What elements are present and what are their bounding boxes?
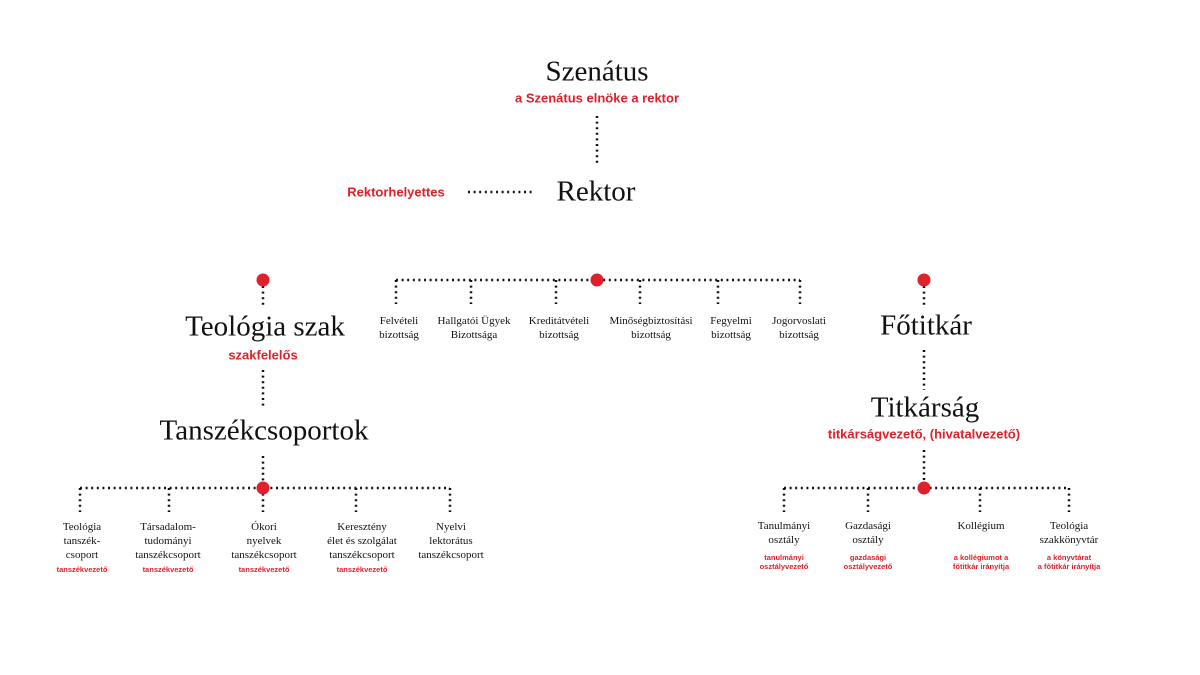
senate-subtitle: a Szenátus elnöke a rektor bbox=[514, 90, 680, 106]
departments-node-dot bbox=[256, 481, 270, 495]
unit-node: Gazdasági osztály gazdasági osztályvezető bbox=[843, 520, 893, 571]
department-node: Társadalom-tudományi tanszékcsoport tanszé… bbox=[135, 521, 201, 574]
unit-node: Tanulmányi osztály tanulmányi osztályvezető bbox=[757, 520, 811, 571]
units-node-dot bbox=[917, 481, 931, 495]
department-node: Teológia tanszék-csoport tanszékvezető bbox=[56, 521, 108, 574]
committee-node: Jogorvoslati bizottság bbox=[772, 315, 826, 341]
department-node: Nyelvi lektorátus tanszékcsoport bbox=[418, 521, 484, 561]
department-node: Ókori nyelvek tanszékcsoport tanszékvezető bbox=[231, 521, 297, 574]
departments-title: Tanszékcsoportok bbox=[159, 414, 369, 447]
unit-node: Kollégium a kollégiumot a főtitkár irányí… bbox=[952, 520, 1010, 571]
program-subtitle: szakfelelős bbox=[228, 347, 298, 363]
deputy-rector-label: Rektorhelyettes bbox=[347, 184, 445, 200]
secretary-general-title: Főtitkár bbox=[880, 309, 972, 342]
program-title: Teológia szak bbox=[185, 310, 345, 343]
rector-title: Rektor bbox=[556, 175, 636, 208]
committee-node: Hallgatói Ügyek Bizottsága bbox=[437, 315, 511, 341]
committee-node: Minőségbiztosítási bizottság bbox=[609, 315, 693, 341]
secretary-node-dot bbox=[917, 273, 931, 287]
committee-node: Felvételi bizottság bbox=[379, 315, 419, 341]
secretariat-title: Titkárság bbox=[870, 391, 980, 424]
secretariat-subtitle: titkárságvezető, (hivatalvezető) bbox=[827, 426, 1021, 442]
committees-node-dot bbox=[590, 273, 604, 287]
unit-node: Teológia szakkönyvtár a könyvtárat a főtitk… bbox=[1037, 520, 1101, 571]
program-node-dot bbox=[256, 273, 270, 287]
committee-node: Kreditátvételi bizottság bbox=[528, 315, 590, 341]
department-node: Keresztény élet és szolgálat tanszékcsopor… bbox=[327, 521, 397, 574]
senate-title: Szenátus bbox=[545, 55, 649, 88]
committee-node: Fegyelmi bizottság bbox=[710, 315, 752, 341]
